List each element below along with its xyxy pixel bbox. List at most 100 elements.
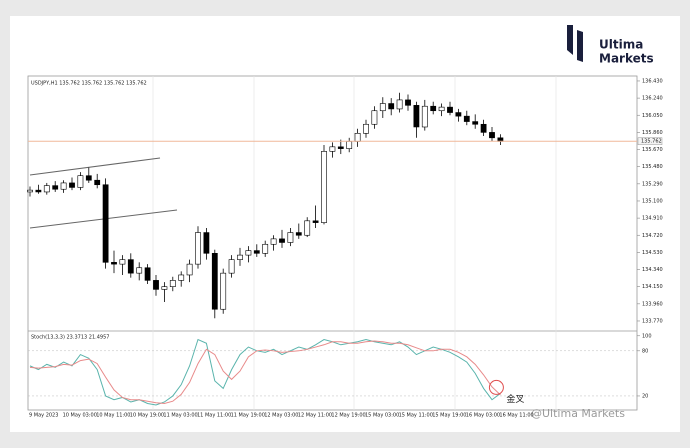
candle-body [60,182,67,190]
candle-body [455,112,462,117]
candle-body [413,105,420,128]
candle-body [363,123,369,134]
annotation-circle [488,379,504,395]
x-tick-label: 12 May 03:00 [264,413,298,419]
candle-body [253,250,260,254]
y-tick-label: 135.480 [642,164,663,170]
candle-body [102,184,109,263]
candle-body [312,220,319,223]
candle-body [371,110,378,125]
annotation: 金叉 [506,393,524,405]
y-tick-label: 80 [642,348,648,354]
y-tick-label: 136.430 [642,78,663,84]
candle-body [111,262,117,265]
candle-body [144,267,151,281]
candle-body [237,254,243,260]
candle-body [405,99,411,106]
candle-body [304,220,311,236]
y-tick-label: 133.960 [642,301,663,307]
x-tick-label: 15 May 19:00 [432,413,466,419]
stoch-line [29,340,501,404]
candle-body [211,253,218,310]
candle-body [270,238,277,245]
candle-body [186,263,193,276]
candle-body [438,106,445,112]
x-tick-label: 10 May 19:00 [130,413,164,419]
candle-body [295,232,302,236]
candle-body [119,259,126,265]
x-tick-label: 15 May 11:00 [399,413,433,419]
candle-body [262,243,269,254]
candle-body [69,182,75,188]
candle-body [245,250,252,256]
x-tick-label: 12 May 19:00 [331,413,365,419]
y-tick-label: 136.240 [642,96,663,102]
candle-body [178,274,185,281]
candle-body [127,259,134,274]
candle-body [388,103,395,110]
y-tick-label: 100 [642,333,652,339]
y-tick-label: 134.530 [642,250,663,256]
y-tick-label: 134.720 [642,233,663,239]
y-tick-label: 135.670 [642,147,663,153]
candle-body [329,146,336,152]
candle-body [354,132,361,142]
candle-body [220,272,227,310]
candle-body [321,151,327,223]
x-tick-label: 16 May 03:00 [466,413,500,419]
watermark: @Ultima Markets [531,407,625,420]
candle-body [35,189,42,193]
stoch-title: Stoch(13,3,3) 23.3713 21.4957 [31,335,109,341]
candle-body [346,141,353,149]
y-tick-label: 134.150 [642,284,663,290]
candle-body [85,175,92,181]
x-tick-label: 16 May 11:00 [499,413,533,419]
chart-frame [27,75,638,411]
candle-body [27,189,33,193]
y-tick-label: 20 [642,393,648,399]
x-tick-label: 10 May 11:00 [96,413,130,419]
candle-body [287,232,294,243]
candle-body [161,286,168,290]
main-title: USDJPY,H1 135.762 135.762 135.762 135.76… [31,81,147,87]
candle-body [77,175,84,188]
candle-body [447,106,453,113]
y-tick-label: 135.290 [642,181,663,187]
candle-body [489,132,495,139]
current-price-label: 135.762 [641,139,662,145]
candle-body [203,232,210,254]
x-tick-label: 11 May 11:00 [197,413,231,419]
x-tick-label: 11 May 03:00 [163,413,197,419]
candle-body [379,103,386,112]
card [10,16,680,432]
candle-body [169,280,176,287]
logo [567,25,583,62]
candle-body [228,259,235,274]
candle-body [43,185,50,193]
day-separators [152,76,557,410]
candle-body [94,179,101,186]
candle-body [337,146,344,149]
y-tick-label: 133.770 [642,318,663,324]
y-tick-label: 135.860 [642,130,663,136]
candle-body [421,105,428,128]
y-tick-label: 134.910 [642,216,663,222]
candle-body [136,267,143,274]
y-tick-label: 134.340 [642,267,663,273]
brand-line2: Markets [599,52,654,66]
candle-body [396,99,403,110]
x-tick-label: 12 May 11:00 [298,413,332,419]
candle-body [279,238,285,243]
candle-body [195,232,201,265]
y-tick-label: 136.050 [642,113,663,119]
brand-line1: Ultima [599,38,643,52]
x-tick-label: 10 May 03:00 [63,413,97,419]
candle-body [472,121,479,125]
x-tick-label: 15 May 03:00 [365,413,399,419]
candle-body [430,105,437,112]
stoch-line [29,338,501,406]
x-tick-label: 11 May 19:00 [231,413,265,419]
candle-body [463,115,470,122]
candle-body [153,280,159,290]
